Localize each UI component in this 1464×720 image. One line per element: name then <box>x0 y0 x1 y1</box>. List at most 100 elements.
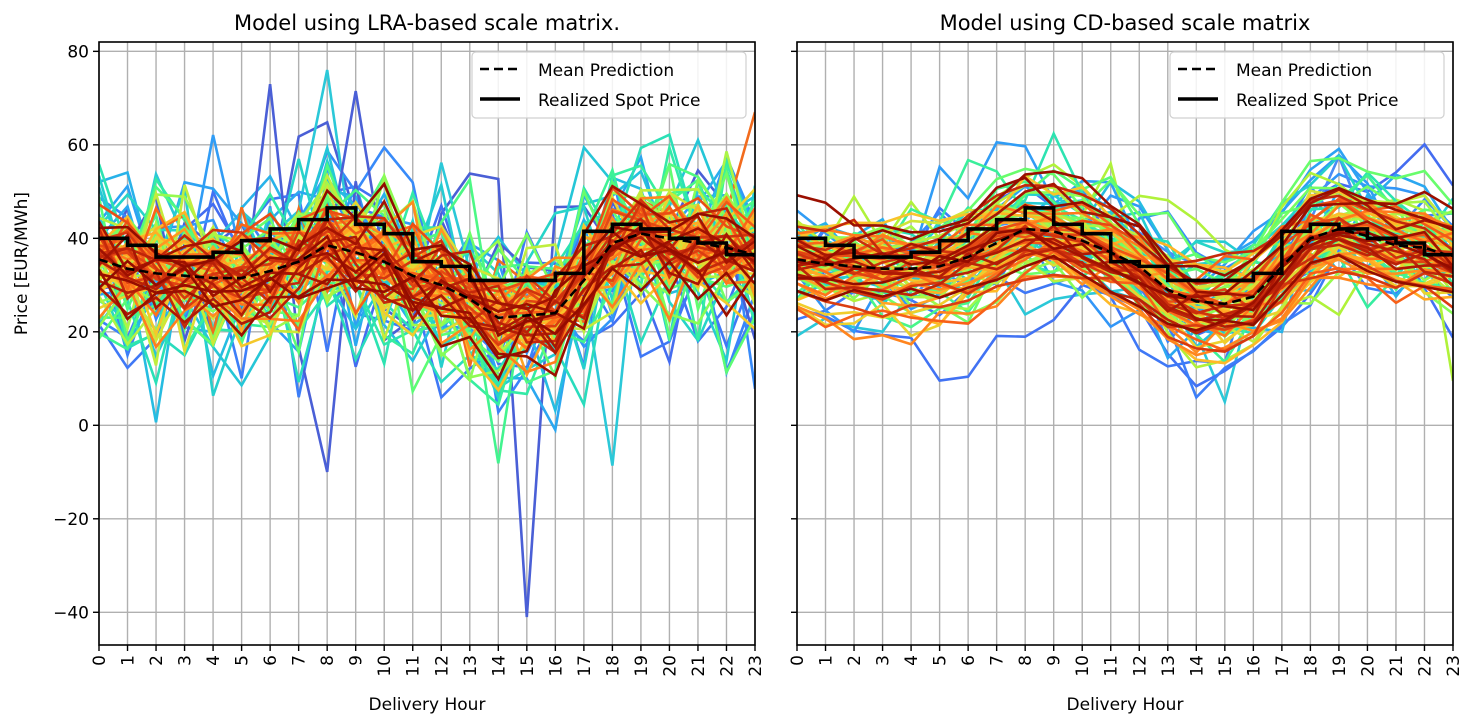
sample-line <box>797 249 1453 355</box>
x-tick-label: 10 <box>375 655 395 677</box>
x-tick-label: 18 <box>603 655 623 677</box>
x-tick-label: 17 <box>575 655 595 677</box>
x-tick-label: 23 <box>1444 655 1464 677</box>
x-axis-label: Delivery Hour <box>369 695 486 715</box>
x-tick-label: 12 <box>1130 655 1150 677</box>
sample-line <box>797 246 1453 353</box>
x-tick-label: 3 <box>874 655 894 666</box>
sample-line <box>99 241 755 337</box>
sample-line <box>797 227 1453 312</box>
x-tick-label: 8 <box>1016 655 1036 666</box>
x-tick-label: 15 <box>1216 655 1236 677</box>
x-tick-label: 6 <box>959 655 979 666</box>
x-tick-label: 7 <box>988 655 1008 666</box>
legend-box <box>471 51 747 119</box>
x-tick-label: 15 <box>518 655 538 677</box>
legend: Mean Prediction Realized Spot Price <box>1169 51 1445 119</box>
x-tick-label: 7 <box>290 655 310 666</box>
x-tick-label: 13 <box>461 655 481 677</box>
x-tick-label: 3 <box>176 655 196 666</box>
x-tick-label: 18 <box>1301 655 1321 677</box>
axes-frame <box>796 41 1454 646</box>
x-tick-label: 11 <box>1102 655 1122 677</box>
realized-spot-price-line <box>797 206 1453 283</box>
y-tick-label: 80 <box>67 42 89 62</box>
sample-line <box>797 176 1453 277</box>
sample-line <box>99 184 755 311</box>
right-panel-cd: 0 1 2 3 4 5 6 7 8 9 10 11 12 13 14 15 16 17 18 19 20 21 22 23Mo… <box>788 11 1464 715</box>
x-axis-label: Delivery Hour <box>1067 695 1184 715</box>
x-tick-label: 5 <box>233 655 253 666</box>
y-axis-label: Price [EUR/MWh] <box>12 192 32 335</box>
legend-label-mean: Mean Prediction <box>1236 61 1372 81</box>
x-tick-label: 0 <box>90 655 110 666</box>
sample-line <box>797 182 1453 284</box>
x-tick-label: 22 <box>1415 655 1435 677</box>
x-tick-label: 12 <box>432 655 452 677</box>
x-tick-label: 16 <box>1244 655 1264 677</box>
legend-label-realized: Realized Spot Price <box>1236 91 1398 111</box>
realized-spot-price-line <box>99 206 755 283</box>
sample-line <box>797 235 1453 319</box>
x-tick-label: 11 <box>404 655 424 677</box>
x-tick-label: 19 <box>1330 655 1350 677</box>
sample-line <box>99 217 755 383</box>
sample-line <box>797 170 1453 296</box>
mean-prediction-line <box>797 227 1453 306</box>
x-tick-label: 21 <box>1387 655 1407 677</box>
legend-label-mean: Mean Prediction <box>538 61 674 81</box>
mean-prediction-line <box>99 232 755 320</box>
x-tick-label: 10 <box>1073 655 1093 677</box>
x-tick-label: 2 <box>147 655 167 666</box>
x-tick-label: 17 <box>1273 655 1293 677</box>
y-tick-label: −40 <box>53 603 89 623</box>
chart-title: Model using CD-based scale matrix <box>940 11 1311 35</box>
sample-line <box>797 162 1453 382</box>
x-tick-label: 14 <box>1187 655 1207 677</box>
y-tick-label: 60 <box>67 136 89 156</box>
legend: Mean Prediction Realized Spot Price <box>471 51 747 119</box>
x-tick-label: 4 <box>902 655 922 666</box>
sample-line <box>797 238 1453 345</box>
sample-line <box>797 249 1453 352</box>
y-tick-label: 0 <box>78 416 89 436</box>
grid <box>796 42 1454 645</box>
x-tick-label: 0 <box>788 655 808 666</box>
sample-line <box>99 242 755 374</box>
x-tick-label: 20 <box>660 655 680 677</box>
sample-line <box>99 233 755 334</box>
x-tick-label: 4 <box>204 655 224 666</box>
sample-line <box>797 251 1453 365</box>
x-tick-label: 1 <box>817 655 837 666</box>
chart-title: Model using LRA-based scale matrix. <box>234 11 620 35</box>
sample-lines <box>99 69 755 618</box>
x-tick-label: 16 <box>546 655 566 677</box>
sample-line <box>797 253 1453 332</box>
x-tick-label: 2 <box>845 655 865 666</box>
sample-lines <box>797 130 1453 406</box>
sample-line <box>797 197 1453 282</box>
sample-line <box>797 243 1453 322</box>
sample-line <box>797 216 1453 286</box>
x-tick-label: 22 <box>717 655 737 677</box>
x-tick-label: 8 <box>318 655 338 666</box>
sample-line <box>99 198 755 313</box>
x-tick-label: 5 <box>931 655 951 666</box>
sample-line <box>99 251 755 382</box>
sample-line <box>99 181 755 337</box>
y-tick-label: −20 <box>53 510 89 530</box>
x-tick-label: 19 <box>632 655 652 677</box>
x-tick-label: 20 <box>1358 655 1378 677</box>
x-tick-label: 9 <box>347 655 367 666</box>
x-tick-label: 23 <box>746 655 766 677</box>
x-tick-label: 6 <box>261 655 281 666</box>
y-tick-label: 40 <box>67 229 89 249</box>
x-tick-label: 21 <box>689 655 709 677</box>
y-tick-label: 20 <box>67 323 89 343</box>
sample-line <box>797 267 1453 357</box>
x-tick-label: 9 <box>1045 655 1065 666</box>
x-tick-label: 14 <box>489 655 509 677</box>
legend-label-realized: Realized Spot Price <box>538 91 700 111</box>
